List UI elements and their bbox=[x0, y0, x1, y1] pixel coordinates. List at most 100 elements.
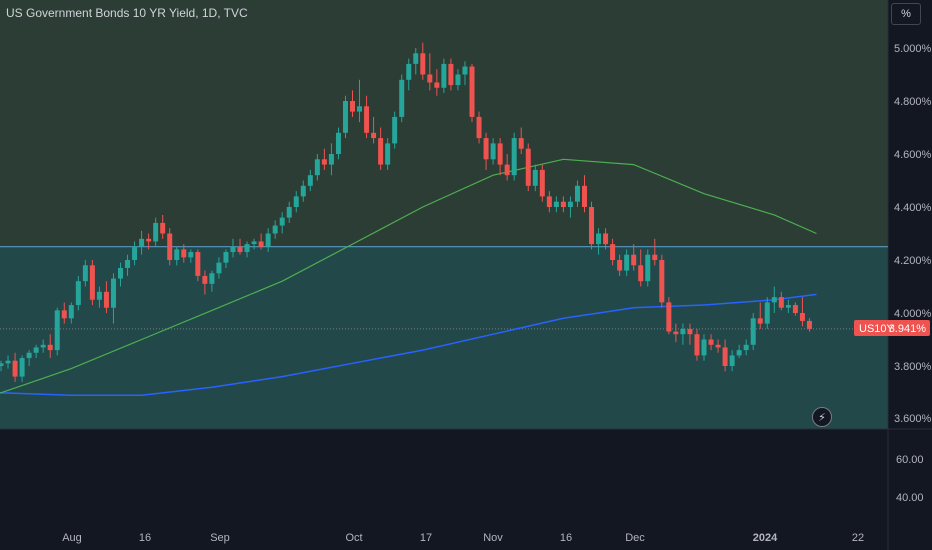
candle-body bbox=[146, 238, 152, 242]
candle-body bbox=[293, 196, 299, 207]
indicator-axis[interactable]: 60.00 40.00 bbox=[896, 454, 924, 504]
candle-body bbox=[342, 101, 348, 133]
candle-body bbox=[736, 350, 742, 356]
candle-body bbox=[617, 260, 623, 271]
candle-body bbox=[504, 164, 510, 176]
moving-average-short-line bbox=[0, 158, 817, 394]
candle-body bbox=[68, 305, 74, 319]
time-tick-label: Nov bbox=[483, 532, 503, 544]
time-tick-label: Sep bbox=[210, 532, 230, 544]
price-tick-label: 4.600% bbox=[894, 149, 932, 161]
time-tick-label: Oct bbox=[345, 532, 362, 544]
price-badge-background bbox=[854, 320, 930, 336]
candle-body bbox=[216, 262, 222, 274]
chart-title: US Government Bonds 10 YR Yield, 1D, TVC bbox=[6, 6, 248, 20]
candle-body bbox=[434, 82, 440, 88]
candle-body bbox=[589, 207, 595, 245]
candle-body bbox=[560, 201, 566, 207]
candle-body bbox=[125, 260, 131, 268]
candle-body bbox=[757, 318, 763, 324]
candle-body bbox=[603, 233, 609, 245]
candle-body bbox=[406, 63, 412, 80]
candle-body bbox=[392, 116, 398, 144]
price-tick-label: 5.000% bbox=[894, 43, 932, 55]
candle-body bbox=[110, 278, 116, 308]
candle-body bbox=[539, 169, 545, 197]
candle-body bbox=[553, 201, 559, 207]
candle-body bbox=[244, 244, 250, 253]
candle-body bbox=[652, 254, 658, 260]
time-tick-label: 16 bbox=[560, 532, 572, 544]
price-tick-label: 4.800% bbox=[894, 96, 932, 108]
time-tick-label: Aug bbox=[62, 532, 82, 544]
candle-body bbox=[132, 246, 138, 260]
candle-body bbox=[624, 254, 630, 271]
candle-body bbox=[26, 352, 32, 359]
candle-body bbox=[413, 53, 419, 64]
price-tick-label: 4.200% bbox=[894, 255, 932, 267]
time-tick-label: 22 bbox=[852, 532, 864, 544]
candle-body bbox=[307, 175, 313, 186]
candle-body bbox=[525, 148, 531, 186]
price-tick-label: 4.000% bbox=[894, 308, 932, 320]
zone-lower bbox=[0, 248, 888, 429]
candle-body bbox=[532, 169, 538, 186]
candle-body bbox=[518, 138, 524, 149]
candle-body bbox=[476, 116, 482, 139]
moving-average-long-line bbox=[0, 293, 817, 396]
candle-body bbox=[139, 238, 145, 247]
candle-body bbox=[230, 246, 236, 253]
candle-body bbox=[680, 328, 686, 335]
candle-body bbox=[328, 154, 334, 165]
candle-body bbox=[19, 358, 25, 377]
lightning-icon[interactable]: ⚡ bbox=[812, 407, 832, 427]
candle-body bbox=[33, 347, 39, 353]
candle-body bbox=[694, 334, 700, 356]
candle-body bbox=[638, 265, 644, 282]
candle-body bbox=[153, 222, 159, 242]
percent-scale-button[interactable]: % bbox=[891, 3, 921, 25]
time-tick-label: Dec bbox=[625, 532, 645, 544]
candle-body bbox=[645, 254, 651, 282]
candle-body bbox=[160, 222, 166, 234]
candle-body bbox=[574, 185, 580, 202]
candle-body bbox=[378, 138, 384, 165]
candle-body bbox=[708, 339, 714, 345]
candle-body bbox=[54, 310, 60, 351]
candle-body bbox=[596, 233, 602, 245]
candle-body bbox=[174, 249, 180, 260]
candle-body bbox=[610, 244, 616, 260]
candle-body bbox=[385, 143, 391, 165]
candle-body bbox=[286, 207, 292, 218]
time-tick-label: 17 bbox=[420, 532, 432, 544]
candle-body bbox=[300, 185, 306, 197]
candle-body bbox=[89, 265, 95, 300]
candle-body bbox=[490, 143, 496, 160]
price-tick-label: 3.600% bbox=[894, 413, 932, 425]
price-tick-label: 4.400% bbox=[894, 202, 932, 214]
candle-body bbox=[251, 241, 257, 245]
candle-body bbox=[321, 159, 327, 165]
time-axis[interactable]: Aug 16 Sep Oct 17 Nov 16 Dec 2024 22 bbox=[62, 532, 864, 544]
candle-body bbox=[364, 106, 370, 133]
candle-body bbox=[701, 339, 707, 356]
candle-body bbox=[581, 185, 587, 207]
candle-body bbox=[750, 318, 756, 345]
candle-body bbox=[567, 201, 573, 207]
candle-body bbox=[455, 74, 461, 86]
candle-body bbox=[799, 313, 805, 321]
candle-body bbox=[272, 225, 278, 234]
candle-body bbox=[371, 132, 377, 139]
candle-body bbox=[546, 196, 552, 207]
indicator-tick-label: 60.00 bbox=[896, 454, 924, 466]
zone-upper bbox=[0, 0, 888, 248]
candle-body bbox=[483, 138, 489, 160]
candle-body bbox=[5, 360, 11, 364]
candle-body bbox=[743, 344, 749, 351]
candle-body bbox=[61, 310, 67, 319]
candle-body bbox=[792, 305, 798, 313]
candle-body bbox=[40, 344, 46, 348]
price-axis[interactable]: 5.000% 4.800% 4.600% 4.400% 4.200% 4.000% 3.80… bbox=[894, 43, 932, 425]
candle-body bbox=[631, 254, 637, 266]
